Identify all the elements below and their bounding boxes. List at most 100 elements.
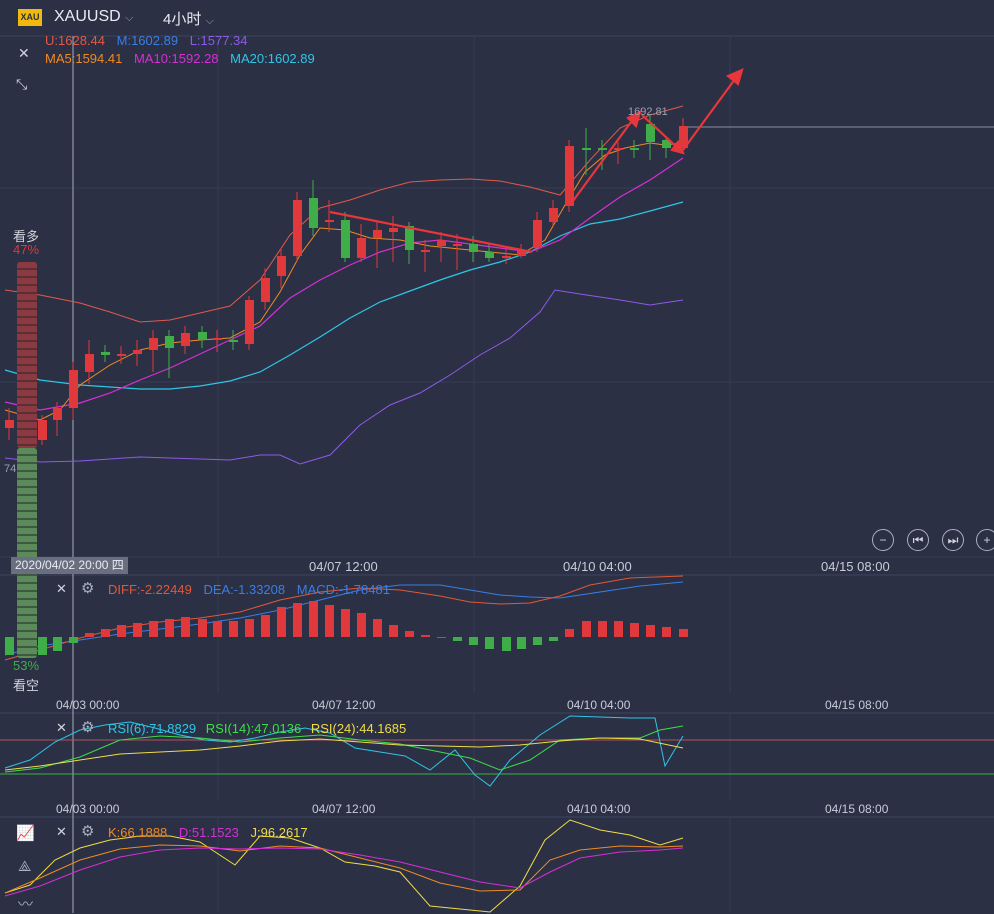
macd-bar [198, 619, 207, 637]
macd-bar [165, 619, 174, 637]
macd-bar [646, 625, 655, 637]
chevron-down-icon: ⌵ [205, 15, 214, 27]
x-axis-label: 04/10 04:00 [567, 802, 631, 816]
candle-body [565, 146, 574, 206]
macd-bar [662, 627, 671, 637]
symbol-selector[interactable]: XAUUSD ⌵ [54, 8, 133, 26]
bull-label: 看多 [13, 229, 40, 244]
candle-body [517, 250, 526, 256]
rsi24-value: RSI(24):44.1685 [310, 721, 407, 736]
candle-body [598, 148, 607, 150]
candle-body [229, 340, 238, 342]
zoom-out-button[interactable]: − [872, 529, 894, 551]
candle-body [630, 148, 639, 150]
kdj-j-value: J:96.2617 [250, 825, 308, 840]
kdj-k-value: K:66.1888 [108, 825, 168, 840]
kdj-legend: K:66.1888 D:51.1523 J:96.2617 [108, 825, 308, 840]
candle-body [389, 228, 398, 232]
macd-bar [679, 629, 688, 637]
boll-lower-value: L:1577.34 [189, 33, 248, 48]
candle-body [485, 252, 494, 258]
candle-body [646, 124, 655, 142]
candle-body [261, 278, 270, 302]
rsi6-line [4, 715, 684, 787]
macd-bar [149, 621, 158, 637]
candle-body [5, 420, 14, 428]
macd-bar [405, 631, 414, 637]
macd-bar [69, 637, 78, 643]
macd-bar [117, 625, 126, 637]
macd-legend: DIFF:-2.22449 DEA:-1.33208 MACD:-1.78481 [108, 582, 390, 597]
bull-percent: 47% [13, 242, 40, 257]
macd-bar [582, 621, 591, 637]
candle-body [149, 338, 158, 350]
candle-body [679, 126, 688, 148]
x-axis-label: 04/15 08:00 [825, 802, 889, 816]
macd-dea-value: DEA:-1.33208 [203, 582, 286, 597]
candle-body [117, 354, 126, 356]
kdj-d-line [4, 847, 684, 897]
x-axis-label: 04/15 08:00 [825, 698, 889, 712]
macd-bar [421, 635, 430, 637]
indicator-chart-icon[interactable]: 📈 [16, 825, 35, 842]
candle-body [405, 226, 414, 250]
ma-legend: MA5:1594.41 MA10:1592.28 MA20:1602.89 [45, 51, 315, 66]
macd-bar [389, 625, 398, 637]
symbol-label: XAUUSD [54, 8, 121, 25]
close-icon[interactable]: ✕ [56, 720, 67, 735]
macd-bar [373, 619, 382, 637]
rsi24-line [4, 737, 684, 771]
macd-bar [437, 637, 446, 638]
zoom-in-button[interactable]: + [976, 529, 994, 551]
ma5-value: MA5:1594.41 [45, 51, 123, 66]
x-axis-label: 04/10 04:00 [563, 559, 632, 574]
candle-body [213, 338, 222, 340]
period-selector[interactable]: 4小时 ⌵ [163, 8, 214, 29]
macd-bar [357, 613, 366, 637]
macd-bar [213, 621, 222, 637]
boll-lower-line [4, 289, 684, 465]
macd-bar [133, 623, 142, 637]
kdj-j-line [4, 819, 684, 913]
x-axis-label: 04/10 04:00 [567, 698, 631, 712]
candle-body [437, 240, 446, 246]
rsi6-value: RSI(6):71.8829 [108, 721, 197, 736]
macd-bar [181, 617, 190, 637]
scroll-start-button[interactable]: ⏮ [907, 529, 929, 551]
candle-body [165, 336, 174, 348]
close-icon[interactable]: ✕ [18, 45, 30, 61]
symbol-badge-icon: XAU [18, 9, 42, 26]
candle-body [533, 220, 542, 248]
candle-body [309, 198, 318, 228]
candle-body [181, 333, 190, 346]
main-grid [0, 36, 994, 913]
macd-bar [341, 609, 350, 637]
ma10-line [4, 157, 684, 411]
macd-bar [229, 621, 238, 637]
macd-bar [85, 633, 94, 637]
gear-icon[interactable]: ⚙ [81, 719, 95, 736]
rsi14-value: RSI(14):47.0136 [205, 721, 302, 736]
macd-bar [245, 619, 254, 637]
gear-icon[interactable]: ⚙ [81, 580, 95, 597]
chevron-down-icon: ⌵ [125, 12, 134, 24]
x-axis-label: 04/07 12:00 [309, 559, 378, 574]
pulse-icon[interactable]: 〰 [18, 896, 34, 913]
close-icon[interactable]: ✕ [56, 581, 67, 596]
boll-upper-value: U:1628.44 [45, 33, 105, 48]
candle-body [245, 300, 254, 344]
close-icon[interactable]: ✕ [56, 824, 67, 839]
x-axis-label: 04/07 12:00 [312, 698, 376, 712]
candle-body [502, 256, 511, 258]
scroll-end-button[interactable]: ⏭ [942, 529, 964, 551]
macd-bar [5, 637, 14, 655]
gear-icon[interactable]: ⚙ [81, 823, 95, 840]
candle-body [277, 256, 286, 276]
candle-body [69, 370, 78, 408]
candle-body [421, 250, 430, 252]
macd-bar [38, 637, 47, 655]
drawing-tool-icon[interactable]: ⟁ [18, 858, 32, 875]
bear-percent: 53% [13, 658, 40, 673]
collapse-icon[interactable]: ⤡ [16, 76, 28, 92]
